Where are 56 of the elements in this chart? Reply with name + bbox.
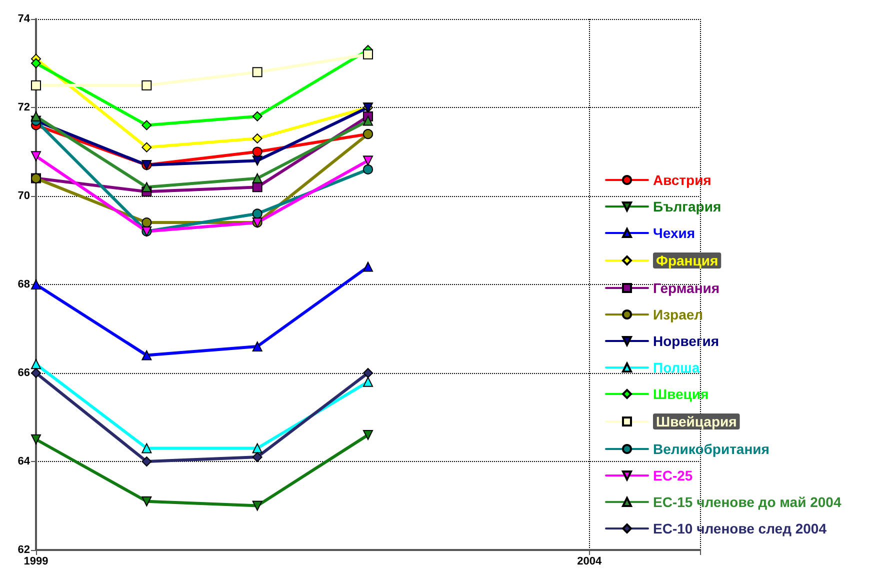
y-tick-label: 74 <box>18 13 31 25</box>
point <box>363 430 373 440</box>
legend-label: Австрия <box>653 172 712 188</box>
legend-label: България <box>653 198 722 214</box>
point <box>31 359 41 370</box>
point <box>31 80 41 90</box>
point <box>363 368 373 378</box>
point <box>142 182 152 192</box>
point <box>252 443 262 454</box>
point <box>142 142 152 152</box>
point <box>363 116 373 126</box>
point <box>252 341 262 352</box>
legend-label: ЕС-10 членове след 2004 <box>653 520 827 536</box>
point <box>31 368 41 378</box>
point <box>142 218 152 228</box>
y-tick-label: 66 <box>18 367 30 379</box>
legend-label: Франция <box>656 252 718 268</box>
legend-label: ЕС-25 <box>653 468 693 484</box>
point <box>363 262 373 272</box>
point <box>252 500 262 511</box>
point <box>142 496 152 506</box>
point <box>252 133 262 144</box>
point <box>31 280 41 290</box>
point <box>252 146 262 157</box>
point <box>363 376 373 387</box>
point <box>31 434 41 444</box>
point <box>252 67 262 78</box>
point <box>252 111 262 122</box>
legend-label: Швеция <box>653 386 709 402</box>
y-tick-label: 64 <box>18 456 31 468</box>
point <box>142 120 152 130</box>
x-tick-label: 1999 <box>24 556 48 568</box>
point <box>363 49 373 60</box>
y-tick-label: 68 <box>18 278 30 290</box>
point <box>142 350 152 360</box>
point <box>31 111 41 122</box>
y-tick-label: 62 <box>18 544 30 556</box>
legend-label: Израел <box>653 306 704 322</box>
legend-label: Чехия <box>653 225 695 241</box>
legend-label: Германия <box>653 280 720 296</box>
point <box>142 80 152 90</box>
point <box>252 208 262 219</box>
point <box>252 173 262 184</box>
point <box>31 58 41 68</box>
legend-label: Полша <box>653 360 700 376</box>
legend-label: Швейцария <box>656 414 737 430</box>
legend-label: Норвегия <box>653 333 720 349</box>
x-tick-label: 2004 <box>577 556 602 568</box>
point <box>142 456 152 466</box>
legend-label: ЕС-15 членове до май 2004 <box>653 494 842 510</box>
point <box>142 443 152 454</box>
point <box>252 452 262 462</box>
y-tick-label: 70 <box>18 190 30 202</box>
point <box>363 164 373 174</box>
legend-label: Великобритания <box>653 441 770 457</box>
y-tick-label: 72 <box>18 102 30 114</box>
